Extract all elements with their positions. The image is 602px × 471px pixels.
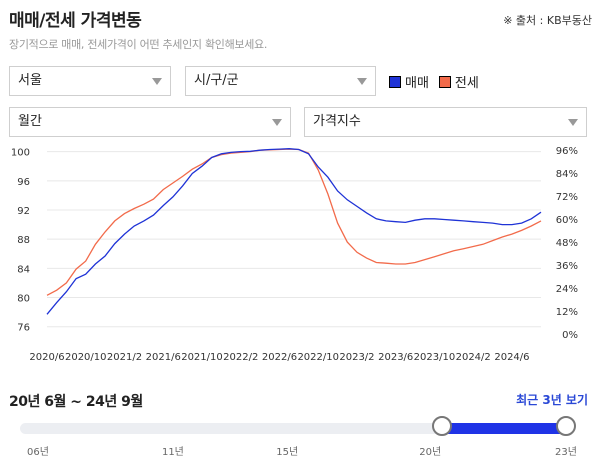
x-tick-label: 2022/10 (297, 352, 339, 363)
y2-tick-label: 48% (556, 238, 578, 249)
legend-label-jeonse: 전세 (454, 76, 479, 91)
y2-tick-label: 84% (556, 169, 578, 180)
y-tick-label: 80 (17, 294, 30, 305)
series-line-jeonse (46, 148, 542, 296)
chevron-down-icon (568, 119, 578, 126)
legend-item-jeonse[interactable]: 전세 (438, 72, 479, 91)
legend-swatch-jeonse (438, 75, 451, 88)
y-tick-label: 100 (11, 148, 30, 159)
x-tick-label: 2023/6 (378, 352, 413, 363)
legend-swatch-sale (389, 75, 401, 88)
source-label: ※ 출처 : KB부동산 (503, 14, 592, 27)
slider-tick-label: 11년 (161, 447, 184, 458)
y2-tick-label: 36% (556, 261, 578, 272)
x-tick-label: 2021/2 (107, 352, 142, 363)
y2-tick-label: 24% (556, 284, 578, 295)
x-tick-label: 2020/6 (29, 352, 64, 363)
chevron-down-icon (152, 78, 162, 85)
legend-item-sale[interactable]: 매매 (389, 72, 429, 91)
chevron-down-icon (357, 78, 367, 85)
y-tick-label: 76 (17, 323, 30, 334)
range-slider-end-handle[interactable] (556, 416, 576, 436)
y2-tick-label: 12% (556, 307, 578, 318)
y-tick-label: 96 (17, 177, 30, 188)
slider-tick-label: 06년 (27, 447, 49, 458)
y2-tick-label: 60% (556, 215, 578, 226)
chevron-down-icon (272, 119, 282, 126)
range-slider-start-handle[interactable] (431, 416, 452, 436)
x-tick-label: 2023/10 (414, 352, 456, 363)
y2-tick-label: 72% (556, 192, 578, 203)
slider-tick-label: 15년 (276, 447, 299, 458)
x-tick-label: 2023/2 (339, 352, 374, 363)
region-select-value: 서울 (18, 73, 42, 88)
series-line-sale (46, 148, 542, 315)
range-label: 20년 6월 ~ 24년 9월 (9, 394, 143, 410)
recent-3-years-button[interactable]: 최근 3년 보기 (516, 393, 588, 407)
y-tick-label: 92 (17, 206, 30, 217)
price-index-chart: 76 80 84 88 92 96 100 0% 12% 24% 36% 48% 60% 72% 84% 96… (11, 146, 578, 363)
range-slider-fill (441, 423, 566, 434)
x-tick-label: 2024/6 (494, 352, 529, 363)
metric-select-value: 가격지수 (313, 114, 361, 129)
slider-tick-label: 20년 (419, 447, 442, 458)
x-tick-label: 2021/10 (181, 352, 223, 363)
period-select[interactable]: 월간 (9, 107, 291, 137)
district-select-value: 시/구/군 (194, 73, 239, 88)
page-subtitle: 장기적으로 매매, 전세가격이 어떤 추세인지 확인해보세요. (9, 38, 268, 51)
x-tick-label: 2022/6 (262, 352, 297, 363)
y2-tick-label: 96% (556, 146, 578, 157)
slider-tick-label: 23년 (555, 447, 577, 458)
district-select[interactable]: 시/구/군 (185, 66, 376, 96)
y-tick-label: 88 (17, 235, 30, 246)
period-select-value: 월간 (18, 114, 42, 129)
region-select[interactable]: 서울 (9, 66, 171, 96)
legend-label-sale: 매매 (405, 76, 429, 91)
x-tick-label: 2022/2 (223, 352, 258, 363)
x-tick-label: 2020/10 (65, 352, 107, 363)
y-tick-label: 84 (17, 264, 30, 275)
range-slider-track[interactable] (20, 423, 568, 434)
chart-legend: 매매 전세 (389, 72, 489, 91)
metric-select[interactable]: 가격지수 (304, 107, 587, 137)
page-title: 매매/전세 가격변동 (9, 11, 142, 31)
x-tick-label: 2024/2 (456, 352, 491, 363)
x-tick-label: 2021/6 (146, 352, 181, 363)
y2-tick-label: 0% (562, 330, 578, 341)
